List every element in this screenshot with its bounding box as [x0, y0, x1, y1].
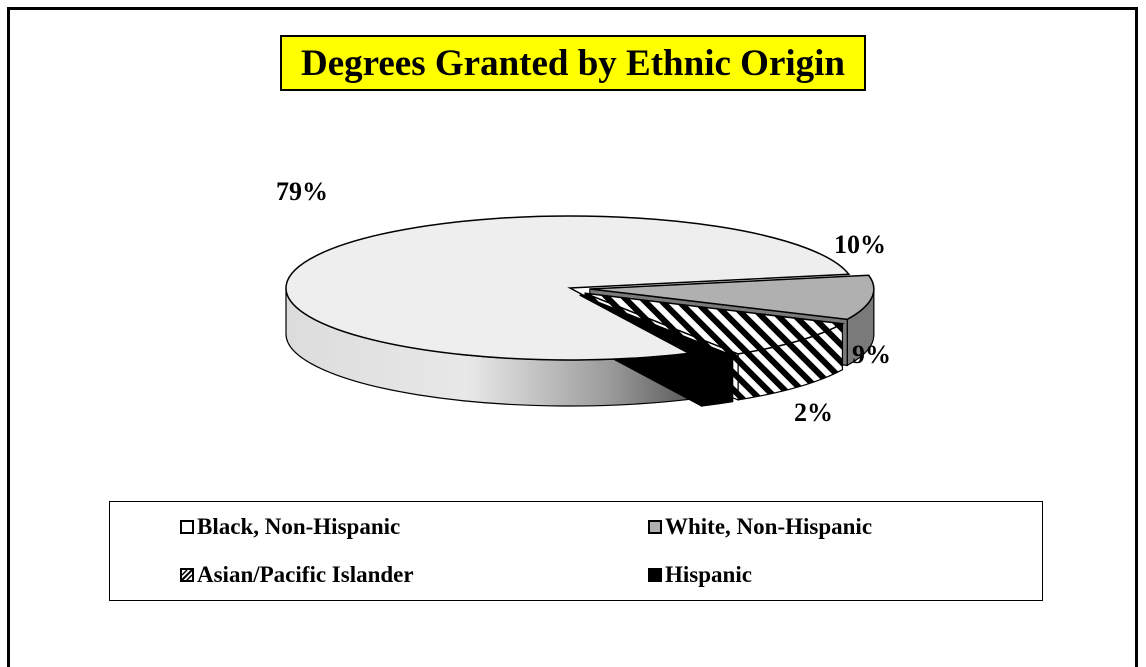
pie-slice-hispanic	[579, 294, 736, 361]
data-label-white-non-hispanic: 10%	[834, 230, 886, 259]
pie-slice-black-non-hispanic	[285, 215, 851, 361]
legend-item-white-non-hispanic: White, Non-Hispanic	[648, 514, 872, 540]
chart-legend: Black, Non-Hispanic White, Non-Hispanic …	[109, 501, 1043, 601]
data-label-black-non-hispanic: 79%	[276, 177, 328, 206]
legend-label: White, Non-Hispanic	[665, 514, 873, 539]
legend-item-asian-pacific-islander: Asian/Pacific Islander	[180, 562, 414, 588]
pie-slice-side-hispanic	[700, 354, 734, 407]
data-label-asian-pacific-islander: 9%	[852, 340, 891, 369]
pie-slice-asian-pacific-islander	[584, 292, 845, 355]
chart-frame	[7, 7, 1138, 667]
data-label-hispanic: 2%	[794, 398, 833, 427]
legend-label: Black, Non-Hispanic	[197, 514, 401, 539]
pie-slice-white-non-hispanic	[589, 274, 875, 321]
legend-label: Asian/Pacific Islander	[197, 562, 414, 587]
legend-swatch-icon	[648, 568, 662, 582]
legend-swatch-icon	[180, 568, 194, 582]
legend-swatch-icon	[180, 520, 194, 534]
chart-title: Degrees Granted by Ethnic Origin	[280, 35, 866, 91]
legend-item-black-non-hispanic: Black, Non-Hispanic	[180, 514, 400, 540]
legend-label: Hispanic	[665, 562, 752, 587]
legend-item-hispanic: Hispanic	[648, 562, 752, 588]
legend-swatch-icon	[648, 520, 662, 534]
